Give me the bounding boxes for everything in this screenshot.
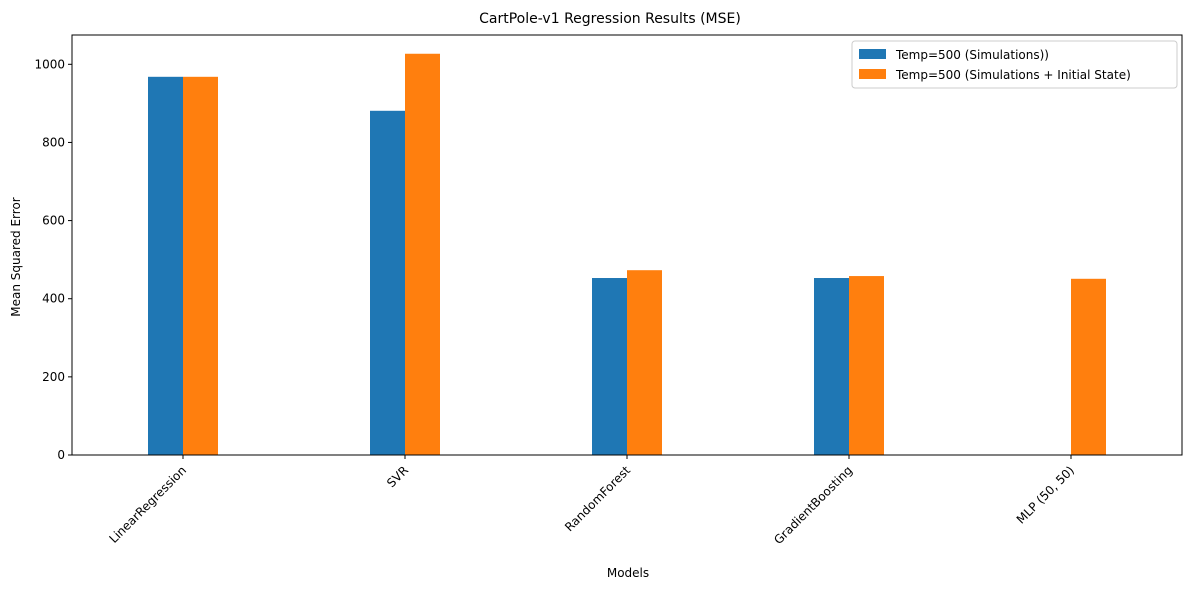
legend-label-1: Temp=500 (Simulations)) — [895, 48, 1049, 62]
bar-1-1 — [148, 76, 183, 455]
legend-swatch-1 — [859, 49, 886, 59]
y-tick-label-5: 1000 — [34, 57, 65, 71]
x-tick-label-3: GradientBoosting — [771, 463, 855, 547]
x-tick-label-4: MLP (50, 50) — [1014, 463, 1077, 526]
bar-2-1 — [183, 76, 218, 455]
x-tick-label-2: RandomForest — [562, 463, 633, 534]
bar-2-4 — [849, 276, 884, 455]
bar-1-3 — [592, 278, 627, 455]
x-axis-label: Models — [607, 566, 649, 580]
plot-area: 0 200 400 600 800 1000 LinearRegression SVR Rand… — [34, 34, 1183, 547]
y-tick-label-1: 200 — [42, 370, 65, 384]
x-tick-label-1: SVR — [384, 463, 411, 490]
bar-2-3 — [627, 270, 662, 455]
legend-box — [851, 40, 1178, 89]
y-tick-label-4: 800 — [42, 135, 65, 149]
y-axis-label: Mean Squared Error — [9, 197, 23, 317]
y-tick-label-2: 400 — [42, 292, 65, 306]
bar-1-2 — [370, 110, 405, 455]
bar-2-5 — [1071, 278, 1106, 455]
chart-title: CartPole-v1 Regression Results (MSE) — [479, 11, 741, 27]
x-tick-label-0: LinearRegression — [106, 463, 189, 546]
y-tick-label-0: 0 — [57, 448, 65, 462]
bar-2-2 — [405, 53, 440, 456]
legend-label-2: Temp=500 (Simulations + Initial State) — [895, 68, 1131, 82]
bar-1-4 — [814, 278, 849, 455]
y-tick-label-3: 600 — [42, 214, 65, 228]
legend: Temp=500 (Simulations)) Temp=500 (Simulat… — [851, 40, 1178, 89]
legend-swatch-2 — [859, 69, 886, 79]
